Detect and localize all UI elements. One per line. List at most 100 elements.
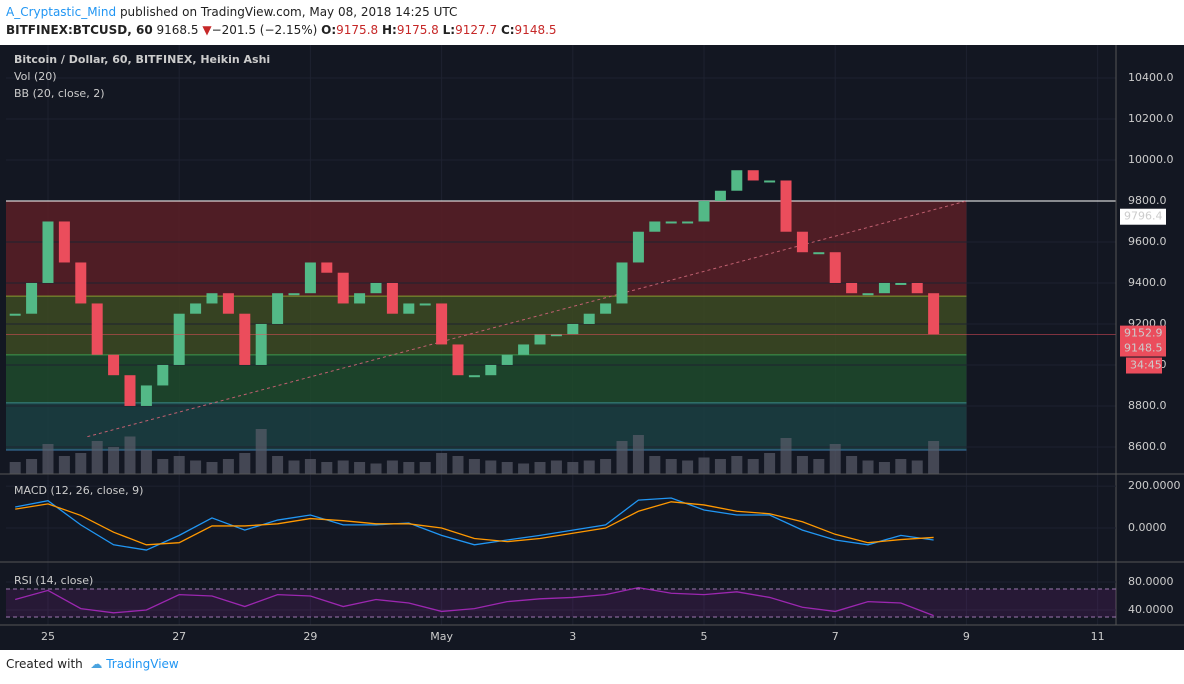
brand[interactable]: TradingView (106, 657, 179, 671)
volume-bar (747, 459, 759, 474)
volume-bar (108, 447, 120, 474)
candle (272, 293, 284, 324)
candle (452, 344, 464, 376)
volume-bar (42, 444, 54, 474)
candle (731, 170, 743, 191)
candle (42, 221, 54, 283)
candle (534, 334, 546, 345)
last: 9168.5 (156, 23, 199, 37)
candle (108, 354, 120, 376)
volume-bar (813, 459, 825, 474)
volume-bar (386, 460, 398, 474)
indicator-label: Vol (20) (14, 70, 57, 83)
volume-bar (91, 441, 103, 474)
volume-bar (501, 462, 513, 474)
author[interactable]: A_Cryptastic_Mind (6, 5, 117, 19)
y-tick-label: 10000.0 (1128, 153, 1174, 166)
candle (632, 231, 644, 263)
x-tick-label: 11 (1091, 630, 1105, 643)
volume-bar (255, 429, 267, 474)
candle (140, 385, 152, 406)
volume-bar (846, 456, 858, 474)
volume-bar (567, 462, 579, 474)
candle (190, 303, 202, 314)
fib-zone (6, 200, 967, 297)
volume-bar (436, 453, 448, 474)
published: published on TradingView.com, May 08, 20… (119, 5, 458, 19)
price-label: 9796.4 (1124, 210, 1163, 223)
volume-bar (370, 463, 382, 474)
volume-bar (550, 460, 562, 474)
y-tick-label: 10200.0 (1128, 112, 1174, 125)
l-label: L: (442, 23, 456, 37)
price-label: 9148.5 (1124, 342, 1163, 355)
candle (567, 323, 579, 335)
volume-bar (485, 460, 497, 474)
volume-bar (354, 462, 366, 474)
x-tick-label: 7 (832, 630, 839, 643)
volume-bar (206, 462, 218, 474)
candle (583, 313, 595, 324)
candle (75, 262, 87, 304)
x-tick-label: 27 (172, 630, 186, 643)
candle (698, 200, 710, 222)
candle (419, 303, 431, 306)
candle (436, 303, 448, 345)
volume-bar (649, 456, 661, 474)
volume-bar (731, 456, 743, 474)
y-tick-label: 200.0000 (1128, 479, 1181, 492)
candle (518, 344, 530, 355)
y-tick-label: 0.0000 (1128, 521, 1167, 534)
candle (239, 313, 251, 365)
rsi-band-fill (6, 589, 1116, 618)
volume-bar (157, 459, 169, 474)
candle (58, 221, 70, 263)
volume-bar (403, 462, 415, 474)
candle (616, 262, 628, 304)
candle (337, 272, 349, 304)
candle (485, 364, 497, 376)
volume-bar (321, 462, 333, 474)
volume-bar (468, 459, 480, 474)
y-tick-label: 9600.0 (1128, 235, 1167, 248)
candle (468, 375, 480, 378)
c-label: C: (500, 23, 515, 37)
candle (682, 221, 694, 224)
volume-bar (878, 462, 890, 474)
candle (878, 282, 890, 294)
candle (173, 313, 185, 365)
volume-bar (796, 456, 808, 474)
candle (796, 231, 808, 253)
close: 9148.5 (514, 23, 557, 37)
candle (600, 303, 612, 314)
candle (321, 262, 333, 273)
volume-bar (419, 462, 431, 474)
price-label-box (1120, 325, 1166, 342)
volume-bar (337, 460, 349, 474)
fib-zone (6, 402, 967, 451)
candle (403, 303, 415, 314)
pane-title: Bitcoin / Dollar, 60, BITFINEX, Heikin A… (14, 53, 270, 66)
volume-bar (124, 436, 136, 474)
candle (665, 221, 677, 224)
candle (288, 293, 300, 296)
header: A_Cryptastic_Mind published on TradingVi… (6, 3, 557, 39)
volume-bar (583, 460, 595, 474)
volume-bar (632, 435, 644, 474)
y-tick-label: 80.0000 (1128, 575, 1174, 588)
series-line (15, 586, 934, 617)
volume-bar (452, 456, 464, 474)
price-label-box (1120, 340, 1166, 357)
volume-bar (928, 441, 940, 474)
volume-bar (534, 462, 546, 474)
volume-bar (600, 459, 612, 474)
volume-bar (288, 460, 300, 474)
y-tick-label: 10400.0 (1128, 71, 1174, 84)
fib-zone (6, 296, 967, 355)
volume-bar (222, 459, 234, 474)
y-tick-label: 40.0000 (1128, 603, 1174, 616)
volume-bar (665, 459, 677, 474)
created: Created with (6, 657, 83, 671)
volume-bar (190, 460, 202, 474)
